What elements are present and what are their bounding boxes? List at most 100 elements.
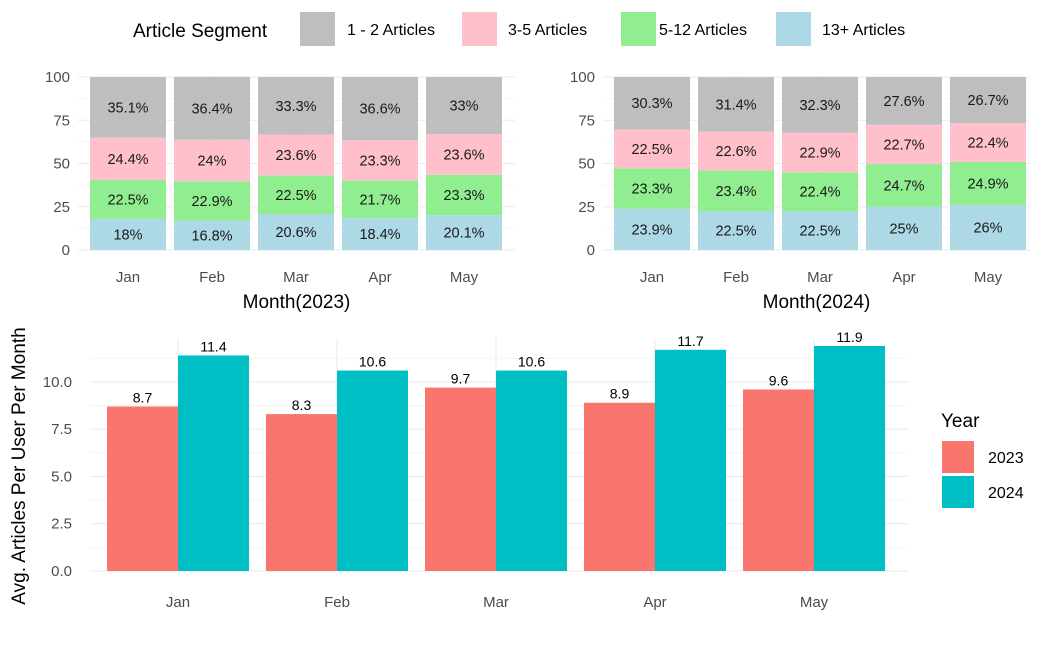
segment-value-label: 22.9%: [799, 146, 840, 162]
bar-2024: [337, 370, 408, 571]
legend-top-label-2: 5-12 Articles: [659, 22, 747, 39]
bar-segment: [426, 77, 502, 135]
bar-value-label: 9.7: [451, 371, 471, 387]
bar-segment: [342, 218, 418, 250]
segment-value-label: 23.6%: [275, 148, 316, 164]
segment-value-label: 25%: [889, 221, 918, 237]
bar-segment: [614, 77, 690, 130]
bar-value-label: 8.7: [133, 390, 153, 406]
y-tick-label: 7.5: [51, 421, 72, 438]
bar-2024: [655, 349, 726, 571]
bar-segment: [950, 205, 1026, 250]
legend-top-key-1: [462, 12, 497, 46]
bar-2023: [107, 406, 178, 571]
segment-value-label: 23.4%: [715, 184, 756, 200]
legend-year-label-0: 2023: [988, 450, 1024, 467]
y-axis-title: Avg. Articles Per User Per Month: [9, 327, 30, 604]
legend-year-label-1: 2024: [988, 485, 1024, 502]
x-tick-label: Apr: [643, 594, 666, 611]
y-tick-label: 10.0: [43, 374, 72, 391]
bar-segment: [426, 174, 502, 216]
segment-value-label: 24.9%: [967, 176, 1008, 192]
segment-value-label: 20.1%: [443, 226, 484, 242]
bar-segment: [782, 76, 858, 133]
bar-2023: [584, 402, 655, 571]
legend-top-title: Article Segment: [133, 21, 268, 42]
segment-value-label: 23.6%: [443, 148, 484, 164]
bar-segment: [90, 77, 166, 138]
legend-article-segment: Article Segment 1 - 2 Articles 3-5 Article…: [133, 12, 905, 46]
bar-2024: [814, 346, 885, 571]
x-tick-label: Mar: [283, 269, 309, 286]
x-tick-label: May: [450, 269, 479, 286]
bar-segment: [258, 77, 334, 135]
segment-value-label: 27.6%: [883, 94, 924, 110]
segment-value-label: 23.3%: [443, 188, 484, 204]
bar-segment: [90, 179, 166, 219]
bar-segment: [258, 134, 334, 176]
bar-2023: [743, 389, 814, 571]
bar-segment: [866, 124, 942, 165]
bar-segment: [950, 77, 1026, 124]
x-tick-label: Feb: [199, 269, 225, 286]
x-tick-label: Jan: [116, 269, 140, 286]
bar-segment: [174, 220, 250, 250]
segment-value-label: 22.4%: [799, 185, 840, 201]
x-tick-label: May: [800, 594, 829, 611]
y-tick-label: 0: [62, 242, 70, 259]
segment-value-label: 24.7%: [883, 178, 924, 194]
y-tick-label: 75: [578, 112, 595, 129]
chart-avg-articles: 0.0 2.5 5.0 7.5 10.0 8.7 11.4 Jan 8.3 10.6 Feb 9.7 1…: [9, 327, 908, 611]
bar-segment: [90, 218, 166, 250]
bar-segment: [950, 161, 1026, 206]
bar-value-label: 8.3: [292, 397, 312, 413]
legend-top-label-3: 13+ Articles: [822, 22, 905, 39]
x-tick-label: Mar: [483, 594, 509, 611]
segment-value-label: 18.4%: [359, 227, 400, 243]
segment-value-label: 26%: [973, 221, 1002, 237]
bar-segment: [866, 206, 942, 250]
x-tick-label: Jan: [640, 269, 664, 286]
bar-segment: [614, 208, 690, 250]
y-tick-label: 50: [53, 156, 70, 173]
x-tick-label: Apr: [368, 269, 391, 286]
segment-value-label: 36.6%: [359, 102, 400, 118]
y-tick-label: 0.0: [51, 563, 72, 580]
legend-top-key-0: [300, 12, 335, 46]
bar-segment: [866, 77, 942, 125]
bar-segment: [698, 211, 774, 250]
y-tick-label: 25: [53, 199, 70, 216]
segment-value-label: 22.5%: [107, 192, 148, 208]
segment-value-label: 22.4%: [967, 136, 1008, 152]
x-tick-label: Apr: [892, 269, 915, 286]
y-tick-label: 25: [578, 199, 595, 216]
bar-segment: [426, 215, 502, 250]
x-axis-title: Month(2024): [763, 292, 871, 313]
segment-value-label: 22.5%: [799, 224, 840, 240]
bar-segment: [782, 132, 858, 173]
segment-value-label: 22.5%: [715, 224, 756, 240]
legend-year-key-0: [942, 441, 974, 473]
segment-value-label: 23.3%: [359, 153, 400, 169]
segment-value-label: 20.6%: [275, 225, 316, 241]
bar-value-label: 11.7: [677, 333, 703, 349]
bar-segment: [698, 170, 774, 212]
bar-segment: [90, 137, 166, 180]
bar-value-label: 8.9: [610, 386, 630, 402]
segment-value-label: 23.9%: [631, 222, 672, 238]
legend-year-title: Year: [941, 411, 980, 432]
segment-value-label: 18%: [113, 227, 142, 243]
y-tick-label: 100: [45, 69, 70, 86]
legend-top-label-0: 1 - 2 Articles: [347, 22, 435, 39]
y-tick-label: 75: [53, 112, 70, 129]
bar-segment: [950, 123, 1026, 162]
legend-top-key-3: [776, 12, 811, 46]
bar-2023: [266, 414, 337, 571]
bar-segment: [426, 134, 502, 175]
bar-segment: [174, 139, 250, 182]
segment-value-label: 21.7%: [359, 192, 400, 208]
bar-value-label: 11.9: [836, 329, 862, 345]
bar-segment: [698, 77, 774, 132]
segment-value-label: 24.4%: [107, 152, 148, 168]
